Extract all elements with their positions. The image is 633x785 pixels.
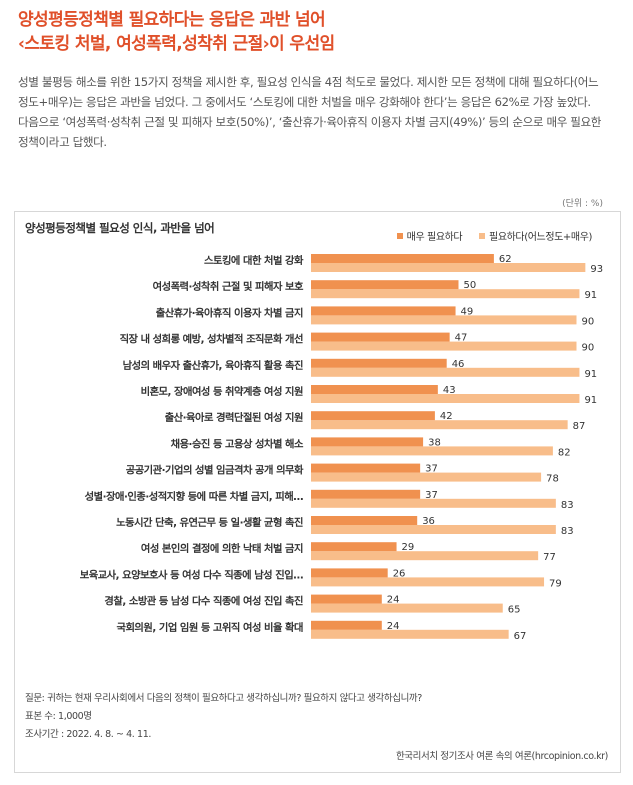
headline-line-1: 양성평등정책별 필요하다는 응답은 과반 넘어 — [18, 10, 326, 30]
footnote-period: 조사기간 : 2022. 4. 8. ~ 4. 11. — [25, 729, 151, 740]
bar-total — [311, 367, 580, 377]
value-label-total: 67 — [514, 631, 527, 642]
category-label: 비혼모, 장애여성 등 취약계층 여성 지원 — [141, 385, 303, 398]
bar-chart: 스토킹에 대한 처벌 강화 62 93 여성폭력·성착취 근절 및 피해자 보호 50 9… — [80, 254, 603, 642]
category-label: 공공기관·기업의 성별 임금격차 공개 의무화 — [126, 464, 304, 477]
bar-very — [311, 385, 438, 394]
value-label-total: 79 — [549, 578, 562, 589]
category-label: 성별·장애·인종·성적지향 등에 따른 차별 금지, 피해… — [85, 490, 304, 503]
value-label-very: 26 — [393, 568, 406, 579]
category-label: 스토킹에 대한 처벌 강화 — [204, 254, 304, 267]
value-label-total: 65 — [508, 605, 521, 616]
bar-very — [311, 254, 494, 263]
bar-total — [311, 603, 503, 613]
value-label-total: 87 — [573, 421, 586, 432]
legend-swatch-very — [396, 232, 403, 239]
category-label: 경찰, 소방관 등 남성 다수 직종에 여성 진입 촉진 — [104, 595, 303, 608]
footnotes: 질문: 귀하는 현재 우리사회에서 다음의 정책이 필요하다고 생각하십니까? … — [25, 690, 610, 744]
value-label-very: 37 — [425, 490, 438, 501]
headline: 양성평등정책별 필요하다는 응답은 과반 넘어 ‹스토킹 처벌, 여성폭력,성착… — [18, 8, 618, 56]
category-label: 노동시간 단축, 유연근무 등 일·생활 균형 촉진 — [116, 516, 303, 529]
bar-very — [311, 280, 459, 290]
value-label-total: 91 — [584, 369, 597, 380]
legend-label-total: 필요하다(어느정도+매우) — [489, 232, 592, 243]
bar-total — [311, 315, 577, 325]
legend-item-total: 필요하다(어느정도+매우) — [479, 228, 592, 243]
bar-very — [311, 358, 447, 368]
source-credit: 한국리서치 정기조사 여론 속의 여론(hrcopinion.co.kr) — [395, 751, 608, 762]
bar-very — [311, 516, 418, 525]
category-label: 출산·육아로 경력단절된 여성 지원 — [165, 411, 303, 424]
bar-total — [311, 525, 556, 534]
value-label-total: 91 — [584, 290, 597, 301]
category-label: 보육교사, 요양보호사 등 여성 다수 직종에 남성 진입… — [80, 568, 303, 581]
category-label: 출산휴가·육아휴직 이용자 차별 금지 — [156, 306, 303, 319]
legend-label-very: 매우 필요하다 — [406, 232, 463, 243]
value-label-total: 78 — [546, 474, 559, 485]
headline-line-2: ‹스토킹 처벌, 여성폭력,성착취 근절›이 우선임 — [18, 34, 335, 54]
category-label: 직장 내 성희롱 예방, 성차별적 조직문화 개선 — [120, 333, 303, 346]
bar-total — [311, 629, 509, 639]
category-label: 채용·승진 등 고용상 성차별 해소 — [171, 437, 304, 450]
chart-panel: 양성평등정책별 필요성 인식, 과반을 넘어 매우 필요하다 필요하다(어느정도… — [14, 211, 621, 773]
bar-very — [311, 620, 382, 630]
value-label-total: 82 — [558, 447, 571, 458]
intro-paragraph: 성별 불평등 해소를 위한 15가지 정책을 제시한 후, 필요성 인식을 4점… — [18, 75, 602, 149]
value-label-total: 90 — [582, 343, 595, 354]
value-label-very: 49 — [461, 306, 474, 317]
value-label-very: 29 — [402, 542, 415, 553]
bar-very — [311, 332, 450, 342]
chart-title: 양성평등정책별 필요성 인식, 과반을 넘어 — [25, 221, 215, 235]
bar-total — [311, 420, 568, 430]
bar-very — [311, 306, 456, 316]
value-label-very: 37 — [425, 464, 438, 475]
bar-very — [311, 594, 382, 604]
unit-label: (단위 : %) — [562, 199, 603, 209]
value-label-very: 47 — [455, 333, 468, 344]
bar-very — [311, 463, 421, 473]
category-label: 국회의원, 기업 임원 등 고위직 여성 비율 확대 — [116, 621, 303, 634]
footnote-question: 질문: 귀하는 현재 우리사회에서 다음의 정책이 필요하다고 생각하십니까? … — [25, 693, 422, 704]
value-label-total: 83 — [561, 526, 574, 537]
bar-total — [311, 551, 539, 561]
bar-total — [311, 446, 553, 456]
value-label-very: 24 — [387, 621, 400, 632]
bar-very — [311, 411, 435, 421]
bar-total — [311, 394, 580, 403]
bar-very — [311, 437, 424, 447]
chart-legend: 매우 필요하다 필요하다(어느정도+매우) — [383, 228, 592, 243]
bar-total — [311, 577, 545, 587]
value-label-very: 24 — [387, 595, 400, 606]
bar-total — [311, 289, 580, 299]
value-label-very: 46 — [452, 359, 465, 370]
legend-swatch-total — [479, 232, 486, 239]
bar-very — [311, 568, 388, 578]
bar-total — [311, 341, 577, 351]
value-label-very: 50 — [464, 280, 477, 291]
value-label-very: 36 — [422, 516, 435, 527]
bar-very — [311, 542, 397, 552]
category-label: 여성폭력·성착취 근절 및 피해자 보호 — [153, 280, 304, 293]
value-label-total: 90 — [582, 316, 595, 327]
value-label-very: 42 — [440, 411, 453, 422]
value-label-very: 62 — [499, 254, 512, 265]
value-label-very: 43 — [443, 385, 456, 396]
value-label-total: 93 — [590, 264, 603, 275]
value-label-total: 91 — [584, 395, 597, 406]
value-label-very: 38 — [428, 437, 441, 448]
value-label-total: 83 — [561, 500, 574, 511]
footnote-sample: 표본 수: 1,000명 — [25, 711, 92, 722]
bar-total — [311, 472, 542, 482]
value-label-total: 77 — [543, 552, 556, 563]
legend-item-very: 매우 필요하다 — [396, 228, 463, 243]
bar-total — [311, 263, 586, 272]
bar-total — [311, 498, 556, 508]
category-label: 남성의 배우자 출산휴가, 육아휴직 활용 촉진 — [123, 359, 303, 372]
category-label: 여성 본인의 결정에 의한 낙태 처벌 금지 — [141, 542, 303, 555]
bar-very — [311, 489, 421, 499]
